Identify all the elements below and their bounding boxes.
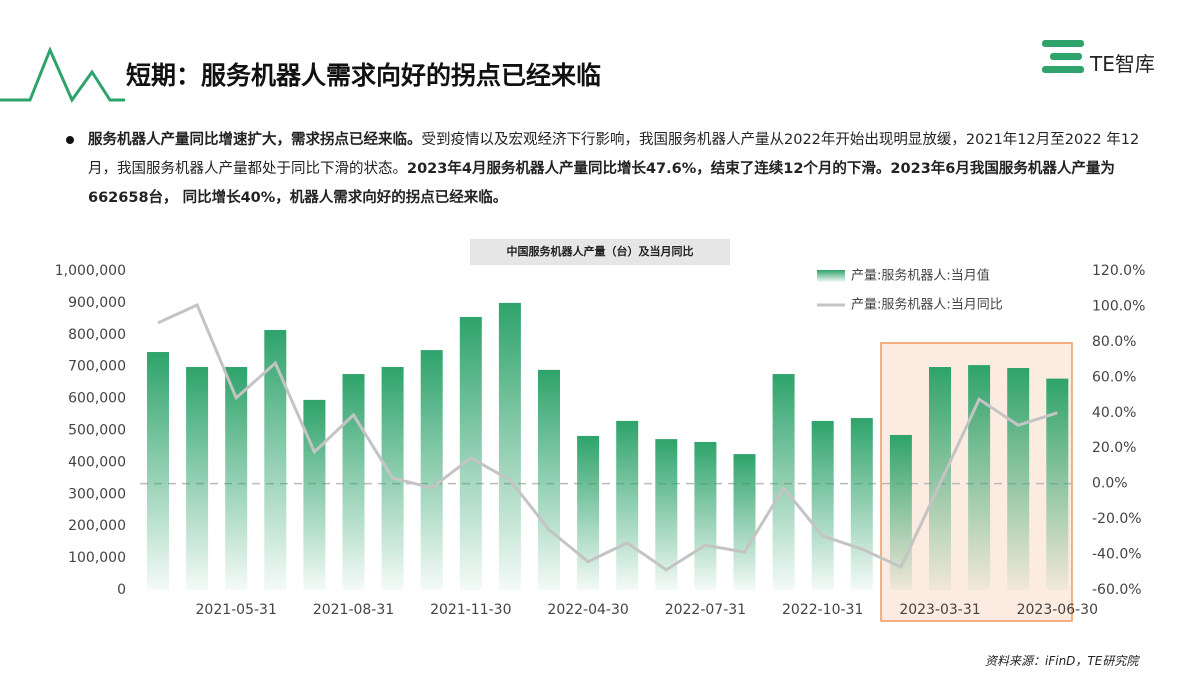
bar — [929, 367, 951, 590]
bar — [850, 418, 873, 590]
bar — [968, 365, 991, 590]
logo-icon — [1042, 40, 1084, 73]
y-tick-label: 400,000 — [68, 454, 126, 470]
bullet-segment: 2023年4月服务机器人产量同比增长47.6%，结束了连续12个月的下滑。202… — [88, 161, 1115, 206]
y-tick-label: 100,000 — [68, 550, 126, 566]
y-tick-label: 200,000 — [68, 518, 126, 534]
legend-swatch — [817, 270, 845, 282]
bar — [459, 316, 482, 590]
line — [157, 303, 1058, 572]
bullet-text: 服务机器人产量同比增速扩大，需求拐点已经来临。受到疫情以及宏观经济下行影响，我国… — [88, 126, 1148, 213]
bar — [147, 352, 169, 590]
bar — [186, 367, 209, 590]
bar — [772, 374, 795, 590]
bar — [889, 434, 912, 590]
bullet-segment: 受到疫情以及宏观经济下行影响，我国服务机器人产量从2022年开始出现明显放缓，2… — [88, 132, 1140, 177]
bar — [616, 420, 639, 590]
chart-title: 中国服务机器人产量（台）及当月同比 — [507, 244, 694, 258]
x-tick-label: 2023-03-31 — [899, 602, 980, 618]
bar — [303, 399, 326, 590]
bar — [420, 350, 443, 590]
y-tick-label: 800,000 — [68, 327, 126, 343]
bar — [538, 369, 560, 590]
y-tick-label: 0 — [117, 582, 126, 598]
y-tick-label: 700,000 — [68, 359, 126, 375]
y2-tick-label: 120.0% — [1092, 263, 1145, 279]
bar — [655, 439, 678, 590]
bar — [694, 441, 717, 590]
x-tick-label: 2022-04-30 — [547, 602, 628, 618]
bar — [1007, 367, 1030, 590]
legend-label: 产量:服务机器人:当月值 — [851, 268, 990, 284]
logo: TE智库 — [1090, 52, 1155, 76]
x-tick-label: 2021-08-31 — [313, 602, 394, 618]
y2-tick-label: 100.0% — [1092, 298, 1145, 314]
x-tick-label: 2021-05-31 — [196, 602, 277, 618]
bar — [342, 374, 365, 590]
bar — [733, 454, 756, 590]
x-tick-label: 2023-06-30 — [1017, 602, 1098, 618]
slide-title: 短期：服务机器人需求向好的拐点已经来临 — [126, 61, 602, 90]
bar — [225, 367, 248, 590]
bullet-dot — [66, 136, 74, 144]
y2-tick-label: 80.0% — [1092, 334, 1136, 350]
bar — [577, 435, 600, 590]
y2-tick-label: -20.0% — [1092, 511, 1142, 527]
x-tick-label: 2022-07-31 — [665, 602, 746, 618]
y2-tick-label: 60.0% — [1092, 369, 1136, 385]
bar — [1046, 378, 1069, 590]
y2-tick-label: -60.0% — [1092, 582, 1142, 598]
y-tick-label: 1,000,000 — [55, 263, 126, 279]
header-decoration — [0, 46, 125, 104]
y2-tick-label: 40.0% — [1092, 405, 1136, 421]
y-tick-label: 300,000 — [68, 486, 126, 502]
bar — [498, 302, 521, 590]
chart-title-box — [470, 239, 730, 265]
y-tick-label: 900,000 — [68, 295, 126, 311]
bar — [264, 330, 287, 590]
source: 资料来源：iFinD，TE研究院 — [985, 654, 1139, 668]
y2-tick-label: 0.0% — [1092, 476, 1128, 492]
y2-tick-label: -40.0% — [1092, 547, 1142, 563]
x-tick-label: 2021-11-30 — [430, 602, 511, 618]
x-tick-label: 2022-10-31 — [782, 602, 863, 618]
y2-tick-label: 20.0% — [1092, 440, 1136, 456]
bar — [811, 420, 834, 590]
y-tick-label: 600,000 — [68, 391, 126, 407]
legend-label: 产量:服务机器人:当月同比 — [851, 297, 1003, 313]
bullet-segment: 服务机器人产量同比增速扩大，需求拐点已经来临。 — [88, 132, 422, 148]
y-tick-label: 500,000 — [68, 423, 126, 439]
